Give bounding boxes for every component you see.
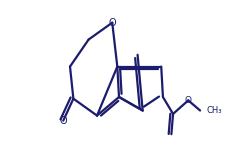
Text: CH₃: CH₃ [206,106,222,115]
Text: O: O [60,116,67,126]
Text: O: O [109,18,116,28]
Text: O: O [185,96,192,105]
